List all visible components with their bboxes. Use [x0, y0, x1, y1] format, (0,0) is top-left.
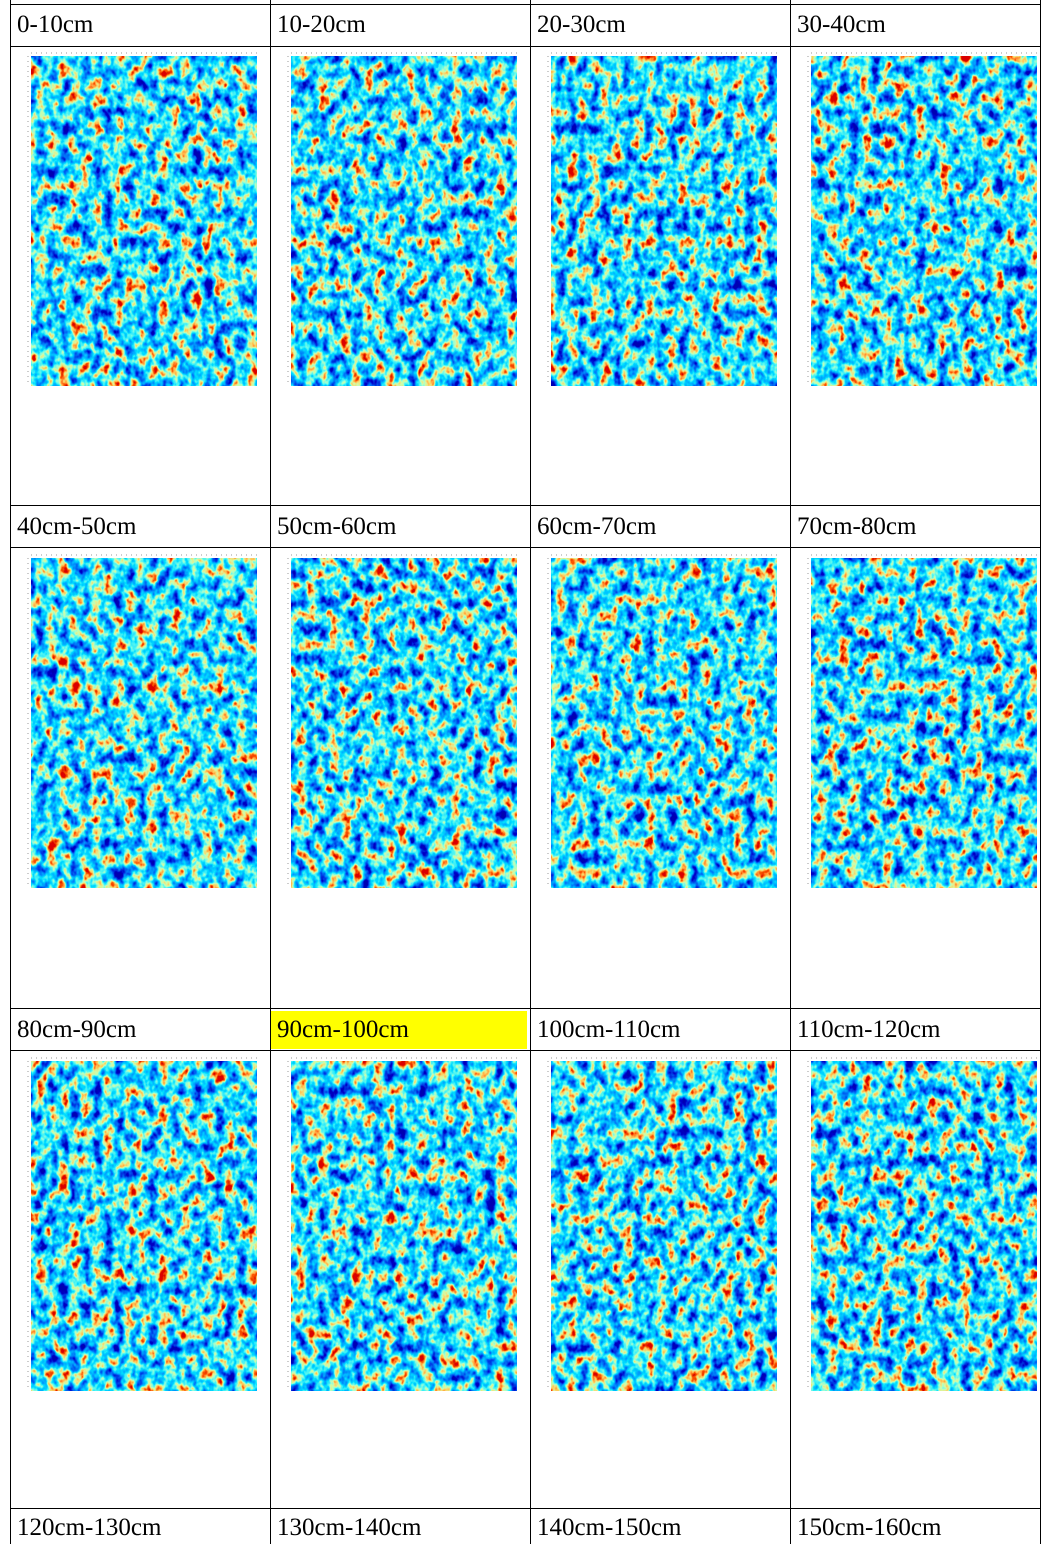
- depth-label-text: 30-40cm: [797, 11, 886, 38]
- depth-label: 140cm-150cm: [531, 1509, 789, 1544]
- depth-label: 70cm-80cm: [791, 508, 1043, 546]
- depth-label: 40cm-50cm: [11, 508, 269, 546]
- depth-label: 120cm-130cm: [11, 1509, 269, 1544]
- heatmap: [31, 56, 257, 386]
- depth-label: 0-10cm: [11, 6, 269, 44]
- depth-label: 100cm-110cm: [531, 1011, 789, 1049]
- gpr-slice-image: [807, 1057, 1037, 1391]
- depth-label: 10-20cm: [271, 6, 529, 44]
- heatmap: [811, 56, 1037, 386]
- gpr-slice-image: [287, 52, 517, 386]
- heatmap: [551, 1061, 777, 1391]
- depth-label: 30-40cm: [791, 6, 1043, 44]
- table-border: [10, 547, 1041, 548]
- table-border: [10, 46, 1041, 47]
- gpr-slice-image: [287, 1057, 517, 1391]
- table-border: [1040, 0, 1041, 1544]
- depth-label: 150cm-160cm: [791, 1509, 1043, 1544]
- depth-label-text: 70cm-80cm: [797, 513, 917, 540]
- depth-label-text: 20-30cm: [537, 11, 626, 38]
- heatmap: [551, 56, 777, 386]
- heatmap: [811, 558, 1037, 888]
- gpr-slice-image: [807, 554, 1037, 888]
- heatmap: [291, 1061, 517, 1391]
- depth-label-text: 150cm-160cm: [797, 1514, 942, 1541]
- table-border: [10, 0, 11, 1544]
- depth-label: 90cm-100cm: [271, 1011, 529, 1049]
- gpr-slice-image: [287, 554, 517, 888]
- depth-label: 130cm-140cm: [271, 1509, 529, 1544]
- depth-label: 110cm-120cm: [791, 1011, 1043, 1049]
- depth-label-text: 50cm-60cm: [277, 513, 397, 540]
- heatmap: [291, 56, 517, 386]
- heatmap: [811, 1061, 1037, 1391]
- heatmap: [551, 558, 777, 888]
- gpr-slice-image: [27, 554, 257, 888]
- table-border: [10, 4, 1041, 5]
- gpr-slice-image: [807, 52, 1037, 386]
- table-border: [10, 1008, 1041, 1009]
- depth-label-text: 130cm-140cm: [277, 1514, 422, 1541]
- heatmap: [291, 558, 517, 888]
- heatmap: [31, 1061, 257, 1391]
- table-border: [270, 0, 271, 1544]
- depth-label-text: 60cm-70cm: [537, 513, 657, 540]
- depth-label-text: 80cm-90cm: [17, 1016, 137, 1043]
- table-border: [10, 505, 1041, 506]
- heatmap: [31, 558, 257, 888]
- depth-label-text: 100cm-110cm: [537, 1016, 681, 1043]
- gpr-slice-image: [547, 1057, 777, 1391]
- depth-label: 20-30cm: [531, 6, 789, 44]
- table-border: [790, 0, 791, 1544]
- depth-label-text: 110cm-120cm: [797, 1016, 941, 1043]
- table-border: [10, 1050, 1041, 1051]
- depth-label: 50cm-60cm: [271, 508, 529, 546]
- gpr-slice-image: [547, 52, 777, 386]
- depth-label: 60cm-70cm: [531, 508, 789, 546]
- depth-label-text: 40cm-50cm: [17, 513, 137, 540]
- depth-label-text: 140cm-150cm: [537, 1514, 682, 1541]
- gpr-slice-image: [27, 1057, 257, 1391]
- table-border: [10, 1508, 1041, 1509]
- gpr-slice-image: [547, 554, 777, 888]
- depth-label-text: 0-10cm: [17, 11, 94, 38]
- depth-label: 80cm-90cm: [11, 1011, 269, 1049]
- depth-label-text: 90cm-100cm: [271, 1011, 527, 1049]
- depth-label-text: 10-20cm: [277, 11, 366, 38]
- table-border: [530, 0, 531, 1544]
- gpr-slice-image: [27, 52, 257, 386]
- depth-label-text: 120cm-130cm: [17, 1514, 162, 1541]
